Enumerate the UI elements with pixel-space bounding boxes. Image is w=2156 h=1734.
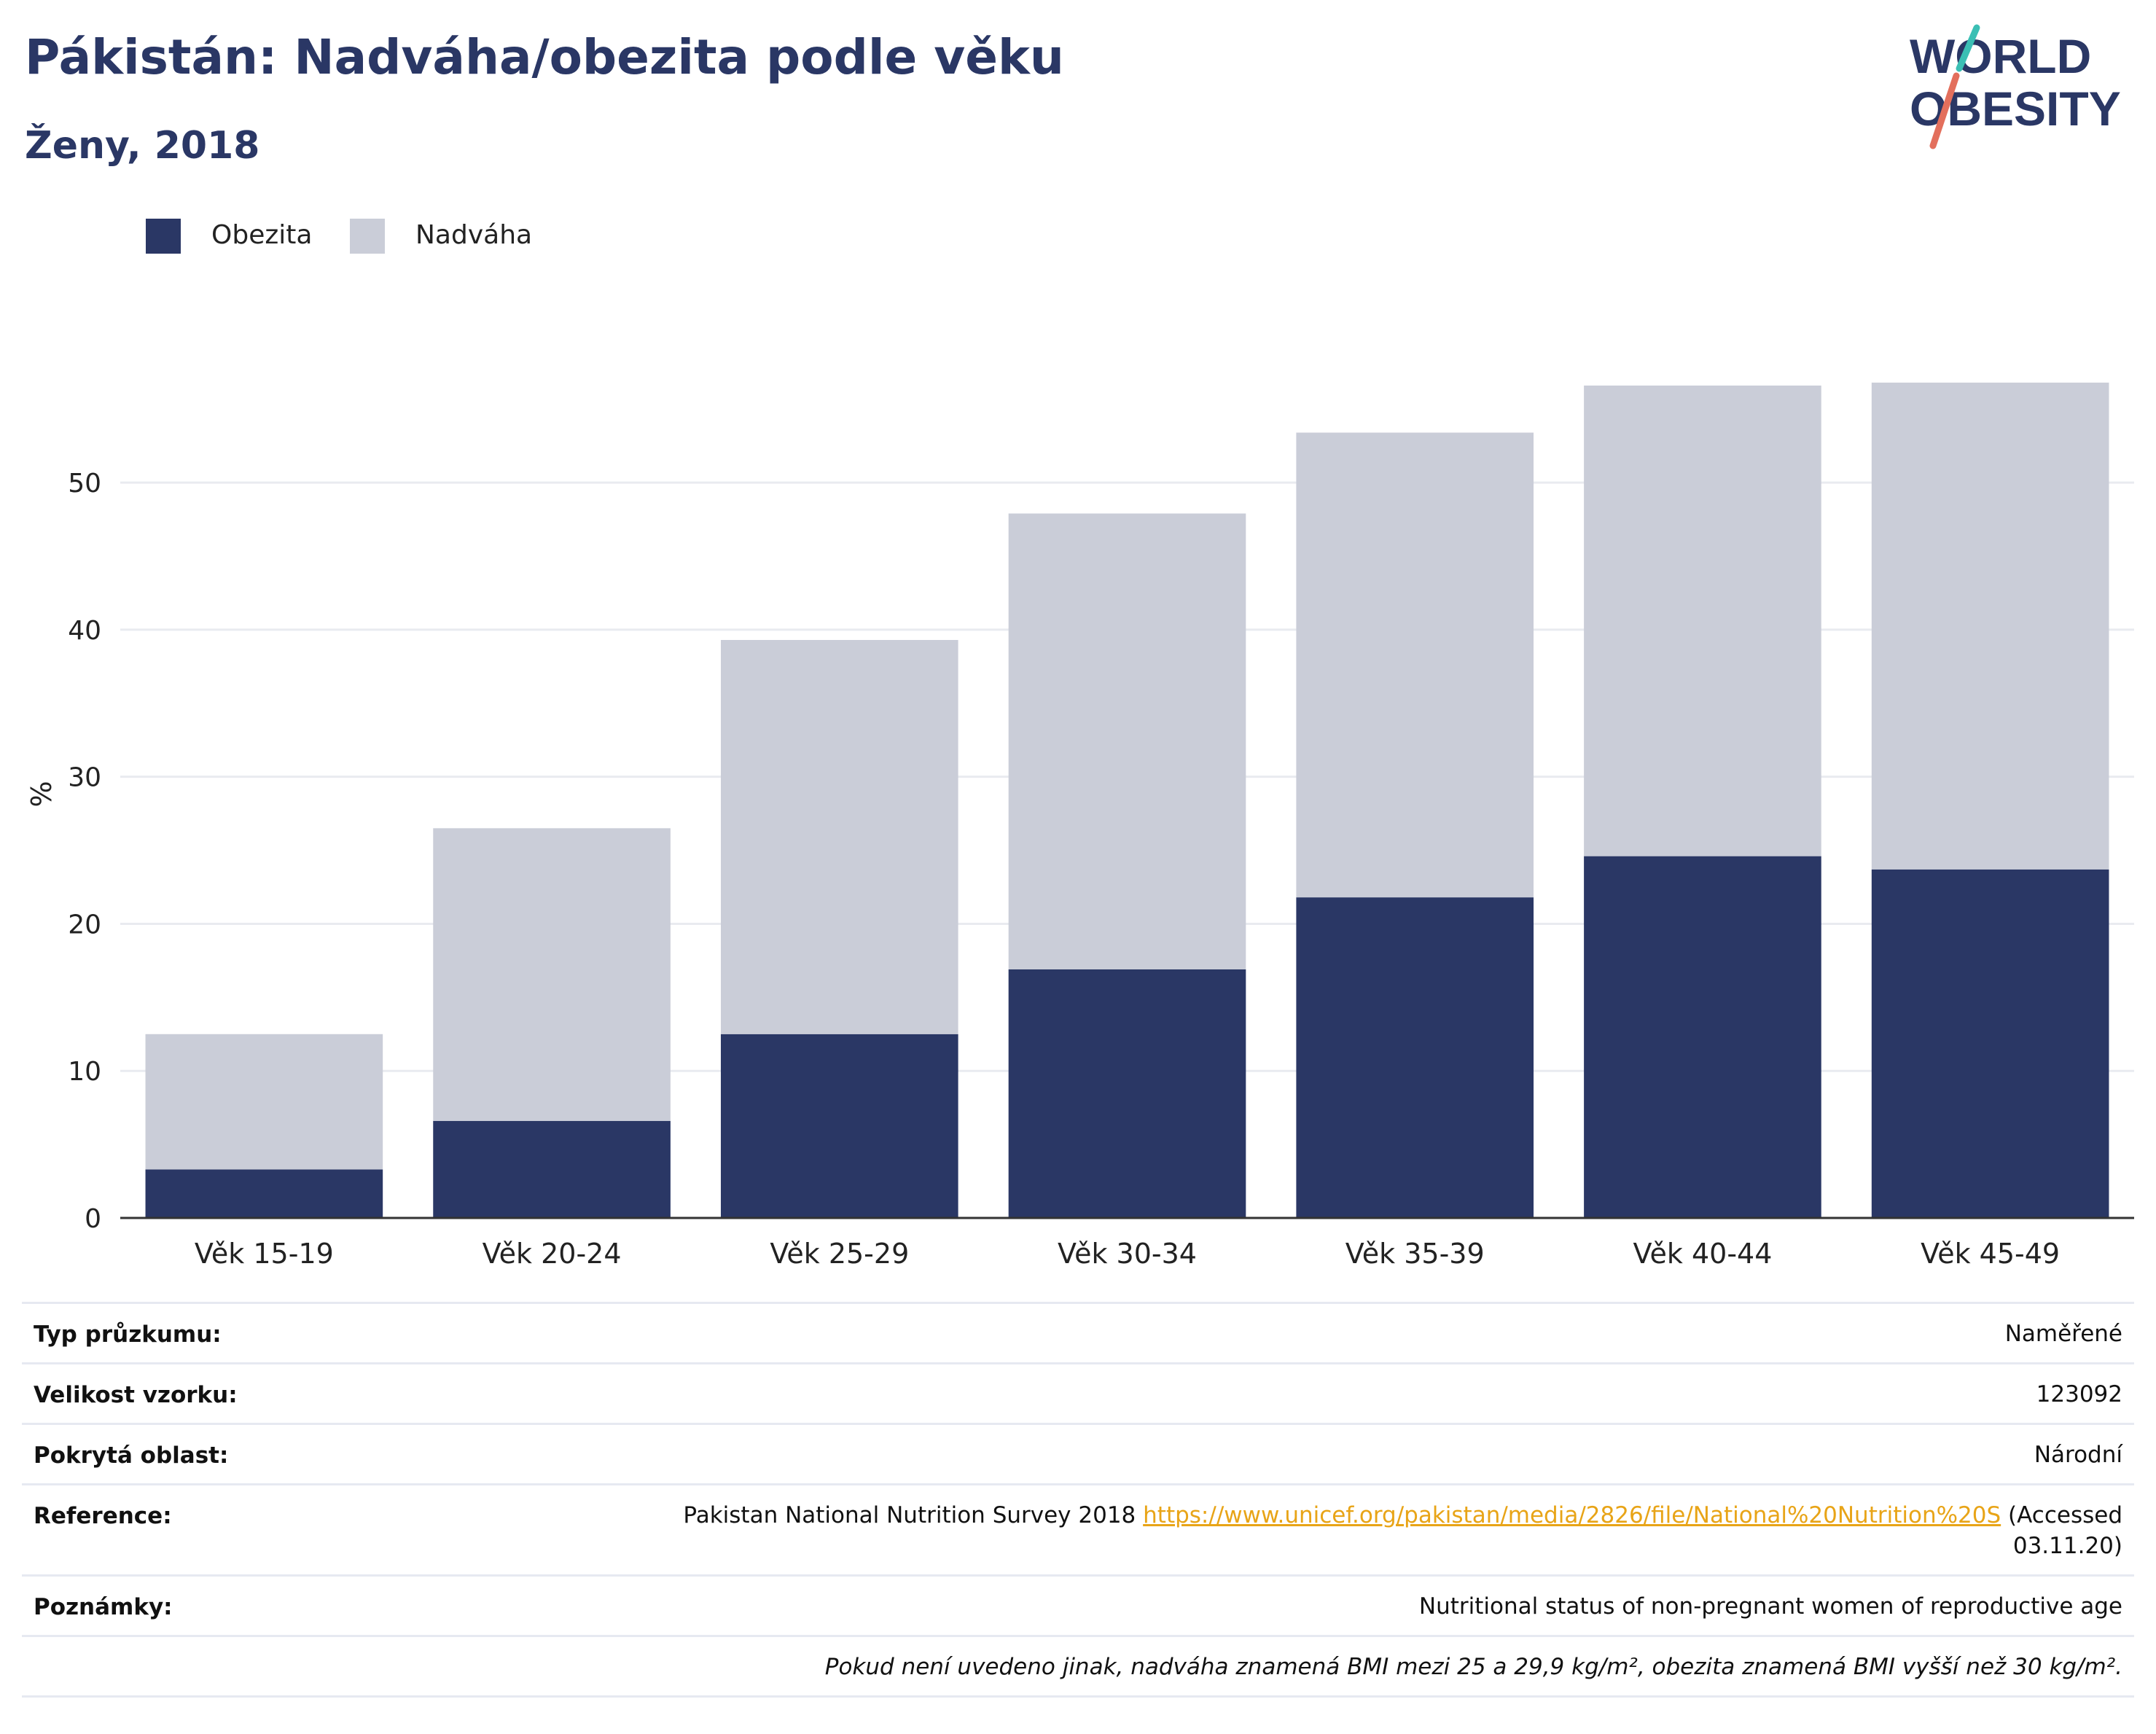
reference-date: 03.11.20): [2012, 1533, 2122, 1559]
x-tick-label: Věk 35-39: [1345, 1238, 1485, 1270]
info-label: Pokrytá oblast:: [34, 1442, 229, 1469]
reference-accessed: (Accessed: [2008, 1502, 2122, 1528]
x-tick-label: Věk 15-19: [195, 1238, 334, 1270]
bar-obezita-0: [145, 1169, 383, 1218]
stacked-bar-chart: 0 10 20 30 40 50% Věk 15-19 Věk 20-24 Věk 25-29 V…: [26, 382, 2134, 1270]
legend-swatch-nadvaha: [350, 219, 385, 254]
y-tick-label: 0: [85, 1204, 101, 1234]
page-title: Pákistán: Nadváha/obezita podle věku: [25, 29, 1064, 85]
bar-obezita-2: [720, 1034, 958, 1218]
info-row-notes: Poznámky: Nutritional status of non-preg…: [22, 1574, 2134, 1635]
info-value: Národní: [2034, 1442, 2122, 1468]
x-tick-label: Věk 25-29: [770, 1238, 909, 1270]
reference-value: Pakistan National Nutrition Survey 2018 …: [683, 1500, 2122, 1561]
footnote-text: Pokud není uvedeno jinak, nadváha znamen…: [824, 1654, 2122, 1680]
legend-label-nadvaha: Nadváha: [415, 220, 533, 250]
reference-link[interactable]: https://www.unicef.org/pakistan/media/28…: [1143, 1502, 2001, 1528]
legend-label-obezita: Obezita: [211, 220, 313, 250]
bar-obezita-3: [1008, 969, 1246, 1218]
logo-slash-top: [1956, 24, 1980, 72]
bar-nadvaha-5: [1584, 385, 1821, 856]
y-tick-label: 30: [68, 763, 101, 793]
bar-obezita-1: [433, 1120, 671, 1218]
bar-obezita-4: [1296, 897, 1534, 1218]
bar-nadvaha-3: [1008, 513, 1246, 970]
bar-nadvaha-0: [145, 1034, 383, 1170]
info-value: Nutritional status of non-pregnant women…: [1418, 1593, 2122, 1620]
page-subtitle: Ženy, 2018: [25, 124, 260, 168]
bar-nadvaha-2: [720, 640, 958, 1034]
info-label: Velikost vzorku:: [34, 1382, 238, 1408]
info-row-survey-type: Typ průzkumu: Naměřené: [22, 1302, 2134, 1362]
bar-nadvaha-1: [433, 828, 671, 1121]
x-tick-label: Věk 45-49: [1921, 1238, 2060, 1270]
y-axis-label: %: [26, 781, 58, 807]
bar-obezita-6: [1871, 869, 2109, 1218]
x-tick-label: Věk 40-44: [1633, 1238, 1772, 1270]
info-table: Typ průzkumu: Naměřené Velikost vzorku: …: [22, 1302, 2134, 1698]
reference-text: Pakistan National Nutrition Survey 2018: [683, 1502, 1136, 1528]
info-row-coverage: Pokrytá oblast: Národní: [22, 1423, 2134, 1483]
legend-swatch-obezita: [146, 219, 181, 254]
info-label: Poznámky:: [34, 1594, 173, 1620]
logo-text-world: WORLD: [1910, 29, 2091, 83]
bar-nadvaha-6: [1871, 382, 2109, 870]
info-row-sample-size: Velikost vzorku: 123092: [22, 1362, 2134, 1423]
y-tick-label: 10: [68, 1057, 101, 1087]
y-tick-label: 40: [68, 616, 101, 646]
logo-slash-bottom: [1929, 72, 1960, 149]
info-label: Reference:: [34, 1503, 172, 1529]
x-tick-label: Věk 30-34: [1058, 1238, 1197, 1270]
info-value: Naměřené: [2004, 1321, 2122, 1347]
info-value: 123092: [2036, 1381, 2122, 1407]
x-tick-label: Věk 20-24: [483, 1238, 622, 1270]
world-obesity-logo: WORLD OBESITY: [1910, 24, 2121, 149]
info-label: Typ průzkumu:: [34, 1321, 222, 1348]
bar-nadvaha-4: [1296, 432, 1534, 898]
info-row-reference: Reference: Pakistan National Nutrition S…: [22, 1483, 2134, 1574]
info-row-footnote: Pokud není uvedeno jinak, nadváha znamen…: [22, 1635, 2134, 1698]
y-tick-label: 50: [68, 469, 101, 499]
y-tick-label: 20: [68, 910, 101, 940]
bar-obezita-5: [1584, 856, 1821, 1218]
